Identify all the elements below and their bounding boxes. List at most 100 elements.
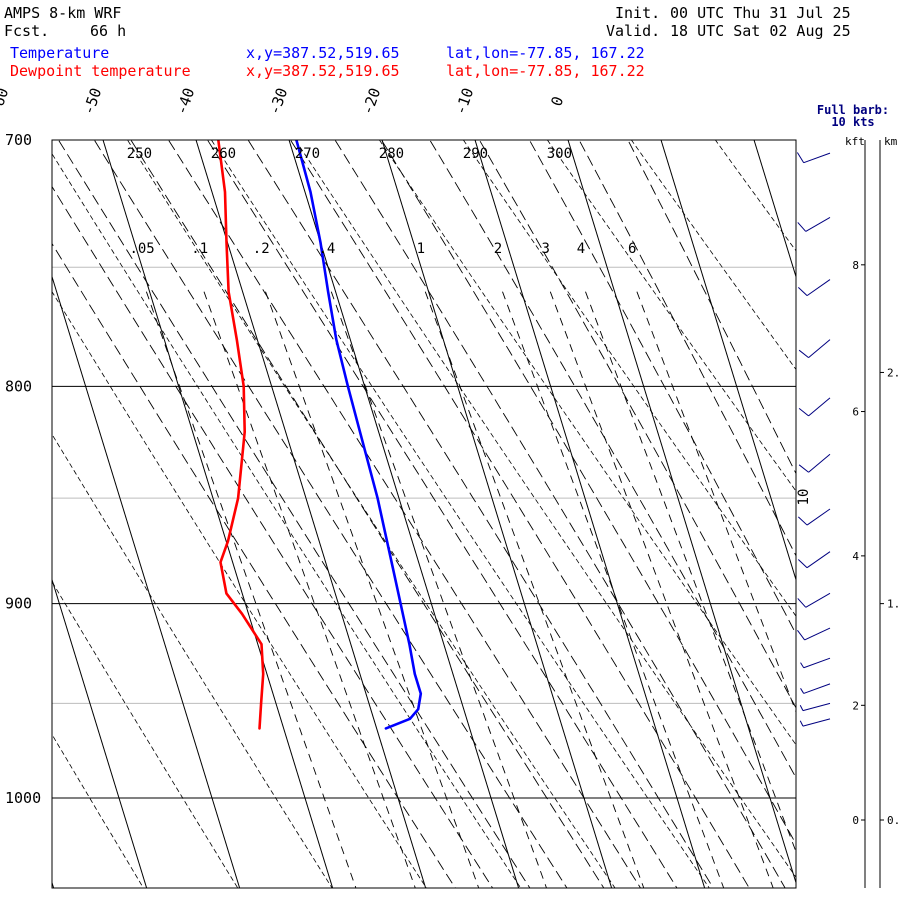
wind-barb <box>797 508 831 526</box>
mixing-ratio-label-1: .1 <box>191 241 208 257</box>
mixing-ratio-line-3 <box>549 291 774 888</box>
dry-adiabat-300 <box>546 140 796 492</box>
mixing-ratio-label-6: 3 <box>542 241 550 257</box>
init-label: Init. <box>615 4 661 22</box>
wind-barb <box>799 702 831 712</box>
wind-barb-flag <box>798 349 809 359</box>
isotherm--60 <box>52 275 241 888</box>
wind-barb <box>800 683 831 694</box>
moist-adiabat--36 <box>52 185 494 888</box>
km-tick-label-0.: 0. <box>887 814 900 827</box>
wind-barb-flag <box>797 222 807 232</box>
temperature-tick-label--10: -10 <box>451 85 477 117</box>
moist-adiabat--8 <box>289 140 750 888</box>
moist-adiabat-0 <box>380 140 796 845</box>
wind-barb-flag <box>797 559 808 569</box>
moist-adiabat--28 <box>93 140 568 888</box>
temperature-tick-label--30: -30 <box>265 85 291 117</box>
init-time: 00 UTC Thu 31 Jul 25 <box>670 4 851 22</box>
barb-note-line1: Full barb: <box>817 103 889 117</box>
dry-adiabat-240 <box>52 152 522 888</box>
isotherm-0 <box>567 140 796 885</box>
wind-barb-staff <box>808 453 831 473</box>
wind-barb-staff <box>802 702 831 712</box>
theta-label-270: 270 <box>295 146 320 162</box>
mixing-ratio-line-0.1 <box>203 291 416 888</box>
wind-barb <box>800 657 831 669</box>
wind-barb <box>797 592 831 608</box>
isotherm--10 <box>474 140 706 888</box>
profile-line-temperature <box>295 140 423 730</box>
dry-adiabat-330 <box>780 114 900 900</box>
wind-barb-staff <box>806 551 831 569</box>
theta-label-280: 280 <box>379 146 404 162</box>
moist-adiabat--32 <box>57 140 531 888</box>
kft-tick-label-0: 0 <box>852 814 859 827</box>
moist-adiabat-12 <box>528 140 796 635</box>
isotherm--40 <box>195 140 427 888</box>
kft-tick-label-4: 4 <box>852 550 859 563</box>
wind-barb <box>797 627 831 641</box>
wind-barb <box>798 453 831 473</box>
moist-adiabat--16 <box>206 140 678 888</box>
wind-barb-staff <box>808 397 831 417</box>
wind-barb-staff <box>805 592 831 608</box>
barb-note-line2: 10 kts <box>831 115 874 129</box>
km-tick-label-2.: 2. <box>887 366 900 379</box>
wind-barb-staff <box>808 339 831 359</box>
moist-adiabat--4 <box>334 140 786 888</box>
wind-barb-flag <box>799 720 804 727</box>
mixing-ratio-line-0.2 <box>265 291 480 888</box>
wind-barb <box>798 339 831 359</box>
km-label: km <box>884 135 898 148</box>
dry-adiabat-200 <box>52 733 144 888</box>
wind-barb-flag <box>797 516 808 526</box>
moist-adiabat-20 <box>627 140 796 475</box>
legend-dewpoint-xy: x,y=387.52,519.65 <box>246 62 400 80</box>
mixing-ratio-line-2 <box>502 291 725 888</box>
mixing-ratio-label-3: .4 <box>318 241 335 257</box>
mixing-ratio-label-5: 2 <box>494 241 502 257</box>
theta-label-260: 260 <box>211 146 236 162</box>
moist-adiabat-8 <box>478 140 796 709</box>
wind-barb-flag <box>797 287 808 296</box>
pressure-tick-label-900: 900 <box>5 595 32 613</box>
valid-time: 18 UTC Sat 02 Aug 25 <box>670 22 851 40</box>
wind-barb-staff <box>806 508 831 526</box>
theta-label-290: 290 <box>463 146 488 162</box>
kft-tick-label-2: 2 <box>852 699 859 712</box>
wind-barb <box>798 397 831 417</box>
isotherm-10 <box>660 140 796 582</box>
pressure-tick-label-800: 800 <box>5 377 32 395</box>
legend-dewpoint-latlon: lat,lon=-77.85, 167.22 <box>446 62 645 80</box>
theta-label-300: 300 <box>547 146 572 162</box>
isotherm--80 <box>52 880 55 888</box>
legend-temperature-xy: x,y=387.52,519.65 <box>246 44 400 62</box>
temperature-tick-label--20: -20 <box>358 85 384 117</box>
dry-adiabat-210 <box>52 580 239 888</box>
wind-barb-flag <box>797 629 806 641</box>
dry-adiabat-310 <box>630 140 796 371</box>
legend-temperature-name: Temperature <box>10 44 110 62</box>
mixing-ratio-line-6 <box>636 291 796 714</box>
plot-background <box>52 140 796 888</box>
moist-adiabat--40 <box>52 242 456 888</box>
wind-barb <box>797 216 831 232</box>
wind-barb-flag <box>800 662 805 668</box>
mixing-ratio-line-0.05 <box>145 291 357 888</box>
temperature-tick-label--40: -40 <box>172 85 198 117</box>
wind-barb-staff <box>805 216 831 232</box>
wind-barb-staff <box>802 718 831 727</box>
kft-tick-label-8: 8 <box>852 259 859 272</box>
moist-adiabat--20 <box>167 140 642 888</box>
dry-adiabat-280 <box>378 140 796 746</box>
dry-adiabat-250 <box>127 140 616 888</box>
dry-adiabat-260 <box>210 140 710 888</box>
mixing-ratio-line-1 <box>424 291 645 888</box>
legend-dewpoint-name: Dewpoint temperature <box>10 62 191 80</box>
mixing-ratio-label-2: .2 <box>253 241 270 257</box>
pressure-tick-label-700: 700 <box>5 131 32 149</box>
temperature-tick-label-0: 0 <box>547 94 567 109</box>
isotherm-20 <box>753 140 796 279</box>
